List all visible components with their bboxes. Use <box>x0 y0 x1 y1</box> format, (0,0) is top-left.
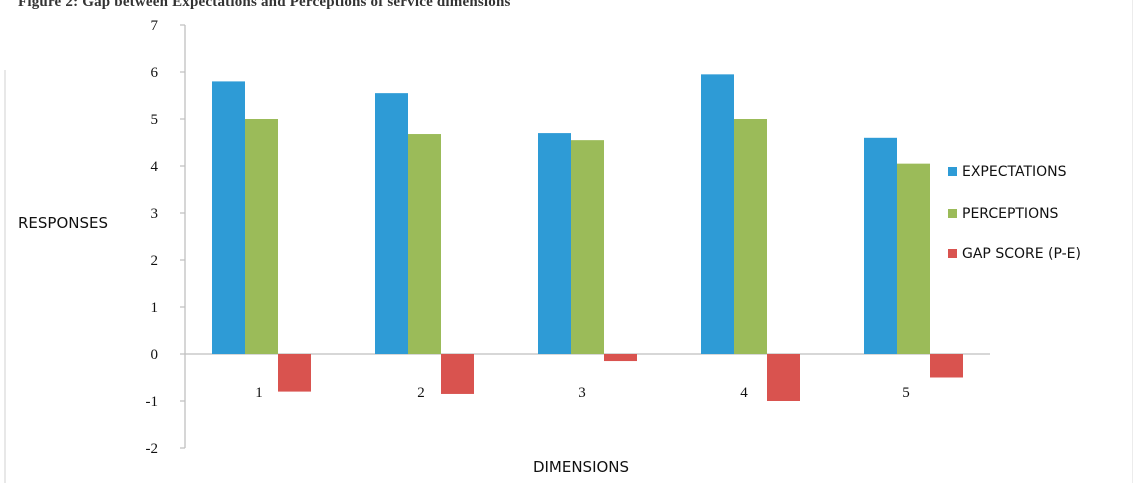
bar-perceptions-3 <box>571 140 604 354</box>
y-tick-label: 6 <box>151 65 159 81</box>
legend-label: GAP SCORE (P-E) <box>962 246 1081 262</box>
y-axis-title: RESPONSES <box>18 214 108 232</box>
bar-perceptions-5 <box>897 163 930 354</box>
x-tick-label: 1 <box>255 385 263 401</box>
bar-gap-score-p-e-5 <box>930 354 963 378</box>
y-tick-label: 7 <box>151 18 159 34</box>
bar-gap-score-p-e-1 <box>278 354 311 392</box>
bar-gap-score-p-e-3 <box>604 354 637 362</box>
y-tick-label: -2 <box>146 441 159 457</box>
bar-perceptions-2 <box>408 134 441 354</box>
bar-expectations-1 <box>212 81 245 355</box>
bar-expectations-4 <box>701 74 734 354</box>
bar-expectations-3 <box>538 133 571 354</box>
y-tick-label: 2 <box>151 253 159 269</box>
y-tick-label: 1 <box>151 300 159 316</box>
figure-caption: Figure 2: Gap between Expectations and P… <box>18 0 511 10</box>
x-tick-label: 3 <box>578 385 586 401</box>
legend-label: PERCEPTIONS <box>962 206 1059 222</box>
y-tick-label: 3 <box>151 206 159 222</box>
bar-gap-score-p-e-2 <box>441 354 474 394</box>
x-tick-label: 5 <box>902 385 910 401</box>
bar-expectations-2 <box>375 93 408 355</box>
y-tick-label: 5 <box>151 112 159 128</box>
legend-label: EXPECTATIONS <box>962 164 1067 180</box>
y-tick-label: 4 <box>151 159 159 175</box>
x-tick-label: 2 <box>417 385 425 401</box>
bar-expectations-5 <box>864 137 897 354</box>
x-axis-title: DIMENSIONS <box>533 458 629 476</box>
bar-perceptions-4 <box>734 119 767 354</box>
bar-perceptions-1 <box>245 119 278 354</box>
x-tick-label: 4 <box>740 385 748 401</box>
legend-swatch <box>948 209 957 218</box>
bar-gap-score-p-e-4 <box>767 354 800 401</box>
legend-swatch <box>948 167 957 176</box>
legend-swatch <box>948 249 957 258</box>
y-tick-label: 0 <box>151 347 159 363</box>
y-tick-label: -1 <box>146 394 159 410</box>
